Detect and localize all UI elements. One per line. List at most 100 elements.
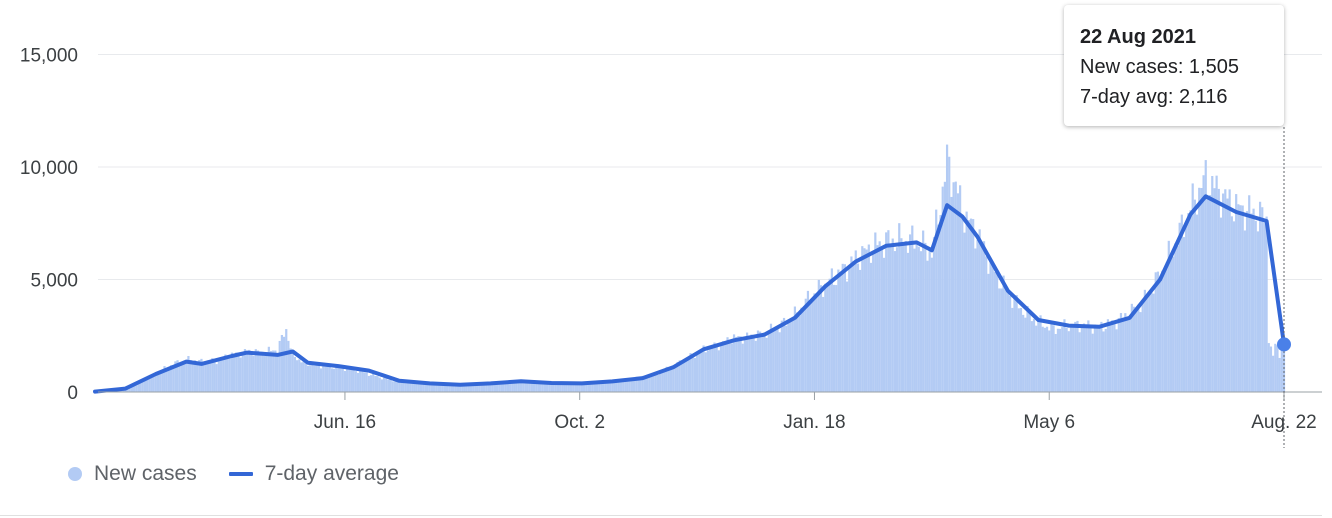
new-cases-bar bbox=[296, 360, 299, 392]
new-cases-bar bbox=[267, 346, 270, 392]
new-cases-bar bbox=[987, 273, 990, 392]
new-cases-bar bbox=[439, 384, 442, 392]
new-cases-bar bbox=[830, 268, 833, 392]
new-cases-bar bbox=[767, 332, 770, 392]
new-cases-bar bbox=[952, 182, 955, 392]
new-cases-bar bbox=[476, 383, 479, 392]
new-cases-bar bbox=[678, 360, 681, 392]
new-cases-bar bbox=[589, 383, 592, 392]
new-cases-bar bbox=[222, 357, 225, 392]
new-cases-bar bbox=[1000, 288, 1003, 392]
new-cases-bar bbox=[1161, 270, 1164, 392]
new-cases-bar bbox=[1269, 346, 1273, 392]
new-cases-bar bbox=[219, 358, 223, 392]
new-cases-bar bbox=[482, 383, 486, 392]
new-cases-bar bbox=[1072, 326, 1075, 392]
new-cases-bar bbox=[213, 360, 216, 392]
new-cases-bar bbox=[1030, 321, 1033, 392]
new-cases-bar bbox=[285, 329, 288, 392]
new-cases-bar bbox=[722, 341, 725, 392]
new-cases-bar bbox=[1082, 323, 1086, 392]
new-cases-bar bbox=[380, 379, 383, 392]
new-cases-bar bbox=[1139, 312, 1142, 392]
new-cases-bar bbox=[128, 387, 131, 392]
new-cases-bar bbox=[541, 382, 544, 392]
new-cases-bar bbox=[900, 238, 903, 392]
new-cases-bar bbox=[709, 345, 712, 392]
new-cases-bar bbox=[1093, 324, 1096, 392]
new-cases-bar bbox=[737, 336, 740, 392]
new-cases-bar bbox=[206, 360, 210, 392]
new-cases-bar bbox=[732, 334, 736, 392]
new-cases-bar bbox=[467, 384, 470, 392]
new-cases-bar bbox=[1039, 315, 1042, 392]
legend-label-new-cases: New cases bbox=[94, 462, 197, 485]
cases-chart[interactable]: 0 5,000 10,000 15,000 Jun. 16 Oct. 2 Jan. 18 Ma… bbox=[0, 0, 1332, 460]
new-cases-bar bbox=[382, 377, 386, 392]
new-cases-bar bbox=[730, 343, 733, 392]
legend-item-average[interactable]: 7-day average bbox=[228, 462, 399, 486]
new-cases-bar bbox=[682, 361, 686, 392]
new-cases-bar bbox=[650, 376, 653, 392]
new-cases-bar bbox=[198, 359, 201, 392]
new-cases-bar bbox=[1261, 207, 1264, 392]
new-cases-bar bbox=[209, 361, 212, 392]
new-cases-bar bbox=[446, 384, 449, 392]
new-cases-bar bbox=[269, 350, 273, 392]
new-cases-bar bbox=[1069, 324, 1073, 392]
new-cases-bar bbox=[522, 382, 525, 392]
new-cases-bar bbox=[922, 230, 925, 392]
new-cases-bar bbox=[452, 384, 455, 392]
new-cases-bar bbox=[187, 356, 190, 392]
legend-item-new-cases[interactable]: New cases bbox=[68, 462, 197, 486]
new-cases-bar bbox=[400, 382, 403, 392]
new-cases-bar bbox=[239, 357, 242, 392]
new-cases-bar bbox=[939, 215, 942, 392]
new-cases-bar bbox=[372, 373, 375, 392]
new-cases-bar bbox=[869, 262, 873, 392]
new-cases-bar bbox=[167, 367, 170, 392]
new-cases-bar bbox=[859, 269, 862, 392]
new-cases-bar bbox=[1043, 327, 1046, 392]
new-cases-bar bbox=[935, 209, 938, 392]
new-cases-bar bbox=[506, 381, 510, 392]
new-cases-bar bbox=[587, 383, 590, 392]
x-tick-label: Jun. 16 bbox=[314, 412, 376, 433]
new-cases-bar bbox=[1078, 332, 1081, 392]
new-cases-bar bbox=[406, 382, 410, 392]
new-cases-bar bbox=[613, 381, 616, 392]
new-cases-bar bbox=[1111, 320, 1114, 392]
new-cases-bar bbox=[232, 354, 236, 392]
new-cases-bar bbox=[172, 366, 175, 392]
new-cases-bar bbox=[695, 352, 699, 392]
new-cases-bar bbox=[537, 381, 540, 392]
new-cases-bar bbox=[215, 364, 218, 392]
new-cases-bar bbox=[1258, 201, 1262, 392]
new-cases-bar bbox=[835, 285, 838, 392]
new-cases-bar bbox=[852, 260, 855, 392]
new-cases-bar bbox=[304, 359, 307, 392]
new-cases-bar bbox=[1232, 221, 1236, 392]
new-cases-bar bbox=[893, 251, 896, 392]
new-cases-bar bbox=[550, 382, 553, 392]
new-cases-bar bbox=[889, 245, 892, 392]
new-cases-bar bbox=[778, 332, 781, 392]
new-cases-bar bbox=[791, 319, 794, 392]
new-cases-bar bbox=[769, 323, 773, 392]
new-cases-bar bbox=[1108, 323, 1112, 392]
new-cases-bar bbox=[1143, 289, 1146, 392]
new-cases-bar bbox=[572, 382, 575, 392]
new-cases-bar bbox=[582, 383, 586, 392]
new-cases-bar bbox=[1028, 313, 1031, 392]
new-cases-bar bbox=[226, 358, 229, 392]
new-cases-bar bbox=[624, 380, 627, 392]
new-cases-bar bbox=[193, 360, 197, 392]
x-tick-label: Jan. 18 bbox=[783, 412, 845, 433]
new-cases-bar bbox=[311, 364, 314, 392]
new-cases-bar bbox=[806, 290, 810, 392]
new-cases-bar bbox=[274, 350, 277, 392]
new-cases-bar bbox=[1154, 272, 1157, 392]
new-cases-bar bbox=[1122, 317, 1125, 392]
new-cases-bar bbox=[315, 362, 318, 392]
new-cases-bar bbox=[998, 288, 1001, 392]
